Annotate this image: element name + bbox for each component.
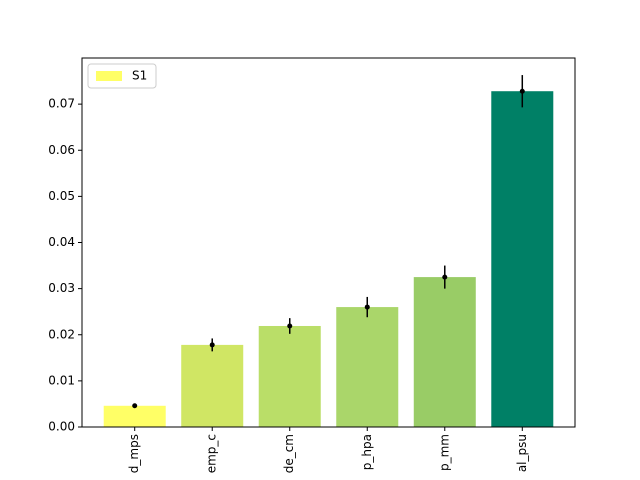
y-tick-label: 0.01 xyxy=(48,373,75,387)
bar xyxy=(491,91,554,428)
x-tick-label: p_hpa xyxy=(360,434,374,470)
mean-dot xyxy=(209,342,215,348)
mean-dot xyxy=(287,323,293,329)
y-tick-label: 0.04 xyxy=(48,235,75,249)
mean-dot xyxy=(364,304,370,310)
y-tick-label: 0.05 xyxy=(48,189,75,203)
legend: S1 xyxy=(87,63,157,89)
x-tick-label: emp_c xyxy=(205,434,219,473)
x-tick-label: de_cm xyxy=(282,434,296,473)
y-tick-label: 0.06 xyxy=(48,143,75,157)
x-tick-label: d_mps xyxy=(127,434,141,473)
bar xyxy=(258,325,321,427)
legend-swatch xyxy=(96,71,122,81)
mean-dot xyxy=(442,274,448,280)
legend-label: S1 xyxy=(132,69,147,83)
y-tick-label: 0.07 xyxy=(48,97,75,111)
mean-dot xyxy=(519,88,525,94)
y-tick-label: 0.03 xyxy=(48,281,75,295)
y-tick-label: 0.00 xyxy=(48,420,75,434)
bar xyxy=(181,344,244,427)
x-tick-label: al_psu xyxy=(515,434,529,472)
bar xyxy=(336,307,399,427)
bar xyxy=(413,277,476,427)
axes-frame xyxy=(81,57,576,428)
y-tick-label: 0.02 xyxy=(48,327,75,341)
x-tick-label: p_mm xyxy=(437,434,451,471)
mean-dot xyxy=(132,403,138,409)
bar xyxy=(103,405,166,427)
